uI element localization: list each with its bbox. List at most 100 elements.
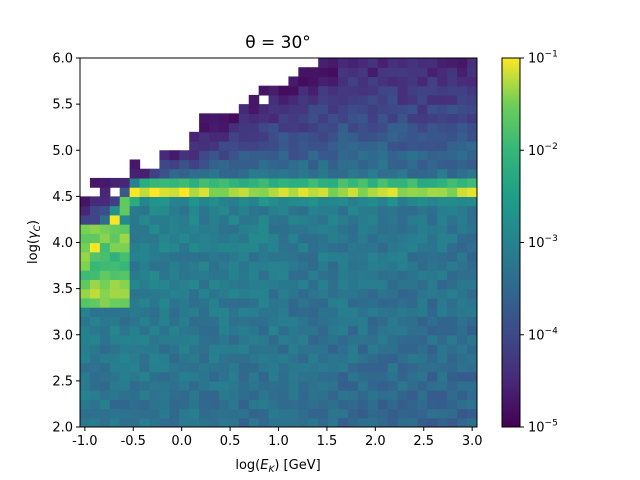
heatmap-cell xyxy=(407,85,419,96)
heatmap-cell xyxy=(189,251,200,262)
heatmap-cell xyxy=(278,141,290,151)
heatmap-cell xyxy=(467,399,477,410)
heatmap-cell xyxy=(367,307,379,317)
heatmap-cell xyxy=(248,380,260,391)
heatmap-cell xyxy=(357,390,369,400)
heatmap-cell xyxy=(199,177,210,188)
heatmap-cell xyxy=(139,270,151,280)
heatmap-cell xyxy=(308,113,319,124)
heatmap-cell xyxy=(447,316,458,327)
heatmap-cell xyxy=(308,399,319,410)
heatmap-cell xyxy=(179,343,190,354)
heatmap-cell xyxy=(397,224,409,234)
heatmap-cell xyxy=(298,76,309,87)
heatmap-cell xyxy=(328,94,339,105)
heatmap-cell xyxy=(278,159,290,170)
heatmap-cell xyxy=(427,325,438,336)
heatmap-cell xyxy=(129,297,141,308)
heatmap-cell xyxy=(367,316,379,327)
heatmap-cell xyxy=(407,260,419,271)
heatmap-cell xyxy=(199,242,210,253)
heatmap-cell xyxy=(149,187,160,197)
heatmap-cell xyxy=(338,260,349,271)
heatmap-cell xyxy=(457,353,468,364)
heatmap-cell xyxy=(228,417,240,427)
heatmap-cell xyxy=(338,205,349,216)
heatmap-cell xyxy=(318,380,329,391)
heatmap-cell xyxy=(328,362,339,373)
heatmap-cell xyxy=(189,205,200,216)
heatmap-cell xyxy=(189,343,200,354)
heatmap-cell xyxy=(99,343,111,354)
heatmap-cell xyxy=(387,85,399,96)
heatmap-cell xyxy=(437,399,448,410)
heatmap-cell xyxy=(328,417,339,427)
heatmap-cell xyxy=(437,177,448,188)
heatmap-cell xyxy=(367,76,379,87)
heatmap-cell xyxy=(467,371,477,382)
heatmap-cell xyxy=(367,362,379,373)
heatmap-cell xyxy=(387,150,399,161)
heatmap-cell xyxy=(218,316,230,327)
heatmap-cell xyxy=(139,279,151,290)
heatmap-cell xyxy=(347,104,359,114)
heatmap-cell xyxy=(467,159,477,170)
heatmap-cell xyxy=(238,307,250,317)
heatmap-cell xyxy=(447,76,458,87)
heatmap-cell xyxy=(99,187,111,197)
heatmap-cell xyxy=(199,362,210,373)
heatmap-cell xyxy=(109,408,121,419)
heatmap-cell xyxy=(119,297,131,308)
heatmap-cell xyxy=(189,224,200,234)
heatmap-cell xyxy=(387,371,399,382)
heatmap-cell xyxy=(119,205,131,216)
heatmap-cell xyxy=(318,316,329,327)
heatmap-cell xyxy=(328,159,339,170)
heatmap-cell xyxy=(377,251,389,262)
heatmap-cell xyxy=(357,196,369,207)
heatmap-cell xyxy=(288,297,299,308)
heatmap-cell xyxy=(228,380,240,391)
heatmap-cell xyxy=(437,325,448,336)
heatmap-cell xyxy=(218,334,230,345)
heatmap-cell xyxy=(268,159,280,170)
heatmap-cell xyxy=(347,187,359,197)
heatmap-cell xyxy=(119,187,131,197)
heatmap-cell xyxy=(89,353,101,364)
heatmap-cell xyxy=(397,380,409,391)
heatmap-cell xyxy=(248,270,260,280)
heatmap-cell xyxy=(427,242,438,253)
heatmap-cell xyxy=(189,187,200,197)
heatmap-cell xyxy=(80,325,91,336)
heatmap-cell xyxy=(367,177,379,188)
heatmap-cell xyxy=(159,260,170,271)
heatmap-cell xyxy=(228,177,240,188)
heatmap-cell xyxy=(387,94,399,105)
heatmap-cell xyxy=(298,113,309,124)
heatmap-cell xyxy=(149,325,160,336)
heatmap-cell xyxy=(407,316,419,327)
heatmap-cell xyxy=(397,399,409,410)
heatmap-cell xyxy=(218,177,230,188)
heatmap-cell xyxy=(377,205,389,216)
heatmap-cell xyxy=(199,334,210,345)
heatmap-cell xyxy=(367,205,379,216)
heatmap-cell xyxy=(447,362,458,373)
heatmap-cell xyxy=(89,233,101,244)
heatmap-cell xyxy=(328,390,339,400)
heatmap-cell xyxy=(457,343,468,354)
heatmap-cell xyxy=(278,353,290,364)
heatmap-cell xyxy=(129,168,141,179)
heatmap-cell xyxy=(179,214,190,225)
heatmap-cell xyxy=(447,187,458,197)
heatmap-cell xyxy=(298,141,309,151)
heatmap-cell xyxy=(199,390,210,400)
y-tick-label: 4.0 xyxy=(52,236,73,251)
x-tick-label: 3.0 xyxy=(462,434,483,449)
heatmap-cell xyxy=(139,288,151,299)
heatmap-cell xyxy=(447,343,458,354)
heatmap-cell xyxy=(238,242,250,253)
heatmap-cell xyxy=(189,325,200,336)
heatmap-cell xyxy=(89,325,101,336)
